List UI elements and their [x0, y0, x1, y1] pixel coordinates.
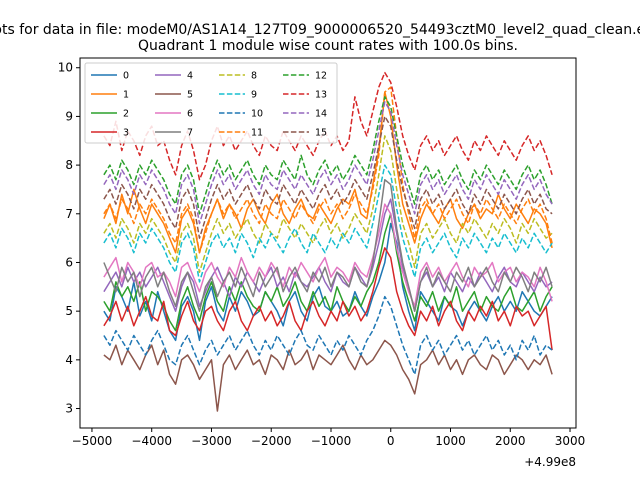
- series-8-line: [103, 135, 553, 273]
- series-4-line: [103, 198, 553, 312]
- legend-label-2: 2: [123, 109, 129, 120]
- legend-label-14: 14: [315, 109, 327, 120]
- x-tick-label: −3000: [191, 434, 232, 448]
- y-tick-label: 8: [65, 158, 73, 172]
- legend-label-5: 5: [187, 90, 193, 101]
- x-tick-label: 0: [387, 434, 395, 448]
- y-tick-label: 7: [65, 207, 73, 221]
- legend-label-13: 13: [315, 90, 327, 101]
- y-axis: 3 4 5 6 7 8 9 10: [58, 61, 80, 416]
- series-2-line: [103, 213, 553, 332]
- series-7-line: [103, 178, 553, 312]
- legend-label-4: 4: [187, 71, 193, 82]
- series-12-line: [103, 96, 553, 215]
- series-15-line: [103, 115, 553, 239]
- figure-suptitle: Plots for data in file: modeM0/AS1A14_12…: [0, 22, 640, 38]
- x-tick-label: 3000: [555, 434, 586, 448]
- series-11-line: [103, 86, 553, 254]
- series-14-line: [103, 101, 553, 225]
- x-tick-label: −1000: [311, 434, 352, 448]
- x-tick-label: −4000: [131, 434, 172, 448]
- x-tick-label: 2000: [495, 434, 526, 448]
- legend-label-11: 11: [251, 128, 263, 139]
- series-6-line: [103, 203, 553, 308]
- y-tick-label: 4: [65, 353, 73, 367]
- legend-label-9: 9: [251, 90, 257, 101]
- series-3-line: [103, 247, 553, 351]
- plot-frame: [79, 57, 577, 429]
- series-layer: [103, 71, 553, 412]
- legend-label-15: 15: [315, 128, 327, 139]
- legend-label-3: 3: [123, 128, 129, 139]
- y-tick-label: 3: [65, 402, 73, 416]
- series-10-line: [103, 295, 553, 376]
- series-1-line: [103, 91, 553, 254]
- chart-title: Quadrant 1 module wise count rates with …: [138, 38, 518, 54]
- legend-label-12: 12: [315, 71, 327, 82]
- legend-label-8: 8: [251, 71, 257, 82]
- x-tick-label: 1000: [435, 434, 466, 448]
- legend-label-10: 10: [251, 109, 263, 120]
- x-offset-label: +4.99e8: [524, 455, 576, 469]
- y-tick-label: 10: [58, 61, 73, 75]
- legend-label-7: 7: [187, 128, 193, 139]
- legend-label-0: 0: [123, 71, 129, 82]
- series-5-line: [103, 339, 553, 412]
- series-9-line: [103, 164, 553, 283]
- y-tick-label: 6: [65, 255, 73, 269]
- x-tick-label: −2000: [251, 434, 292, 448]
- legend-label-1: 1: [123, 90, 129, 101]
- y-tick-label: 5: [65, 304, 73, 318]
- y-tick-label: 9: [65, 109, 73, 123]
- x-axis: −5000 −4000 −3000 −2000 −1000 0 1000 2000 3000: [72, 428, 586, 448]
- legend-box: [84, 62, 338, 144]
- x-tick-label: −5000: [72, 434, 113, 448]
- legend-label-6: 6: [187, 109, 193, 120]
